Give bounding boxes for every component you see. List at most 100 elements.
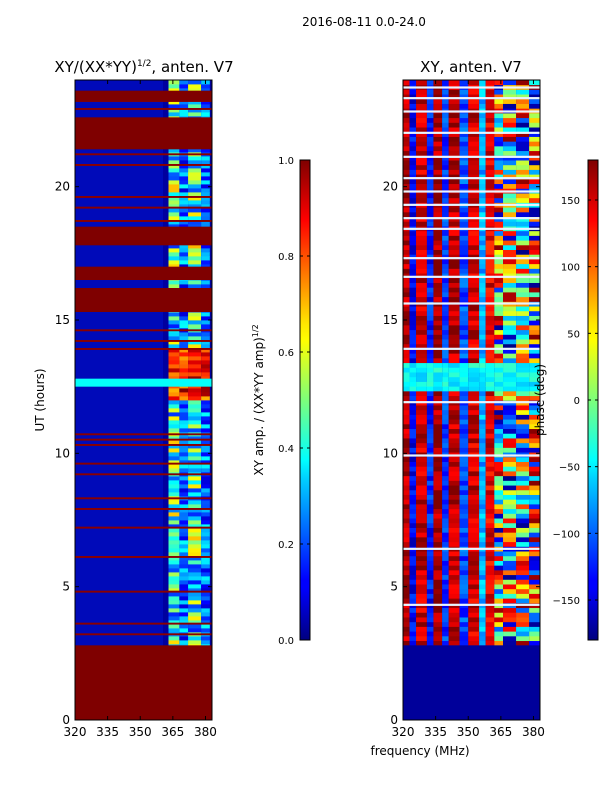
right-heatmap-cell (529, 607, 540, 613)
left-heatmap-cell (179, 172, 189, 177)
right-heatmap-cell (516, 244, 530, 250)
right-heatmap-cell (516, 221, 530, 227)
right-heatmap-cell (442, 348, 449, 354)
right-heatmap-cell (426, 612, 434, 618)
left-title-base: XY/(XX*YY) (54, 58, 137, 76)
right-heatmap-cell (529, 263, 540, 269)
left-flag-line (75, 340, 212, 342)
right-heatmap-cell (409, 94, 417, 100)
right-heatmap-cell (426, 174, 434, 180)
right-heatmap-cell (468, 508, 480, 514)
left-heatmap-cell (168, 544, 180, 549)
right-heatmap-cell (448, 98, 460, 104)
left-heatmap-cell (168, 356, 180, 361)
right-heatmap-cell (494, 324, 504, 331)
right-heatmap-cell (442, 480, 449, 486)
right-heatmap-cell (409, 334, 417, 340)
right-heatmap-cell (448, 353, 460, 359)
left-heatmap-cell (188, 576, 202, 581)
right-heatmap-cell (494, 560, 504, 566)
left-heatmap-cell (201, 484, 210, 489)
right-heatmap-cell (403, 211, 410, 218)
right-heatmap-cell (503, 306, 517, 312)
right-heatmap-cell (516, 409, 530, 415)
right-heatmap-cell (442, 584, 449, 590)
right-heatmap-cell (448, 579, 460, 585)
right-heatmap-cell (459, 532, 469, 538)
right-heatmap-cell (403, 522, 410, 528)
right-heatmap-cell (403, 381, 410, 387)
right-heatmap-cell (416, 122, 427, 128)
right-heatmap-cell (459, 433, 469, 439)
right-heatmap-cell (468, 456, 480, 462)
left-heatmap-cell (168, 620, 180, 625)
right-heatmap-cell (503, 574, 517, 580)
left-heatmap-cell (179, 612, 189, 617)
right-heatmap-cell (416, 475, 427, 481)
right-heatmap-cell (448, 513, 460, 519)
right-heatmap-cell (529, 598, 540, 604)
right-bright-row (403, 347, 540, 350)
left-heatmap-cell (201, 564, 210, 569)
right-heatmap-cell (468, 395, 480, 401)
right-heatmap-cell (529, 504, 540, 510)
right-heatmap-cell (416, 306, 427, 312)
left-heatmap-cell (188, 248, 202, 253)
left-heatmap-cell (179, 532, 189, 537)
left-heatmap-cell (188, 88, 202, 93)
right-heatmap-cell (403, 386, 410, 392)
right-heatmap-cell (479, 409, 486, 415)
right-heatmap-cell (494, 499, 504, 505)
right-heatmap-cell (494, 574, 504, 580)
right-heatmap-cell (516, 122, 530, 128)
right-heatmap-cell (479, 612, 486, 618)
right-heatmap-cell (459, 136, 469, 142)
right-heatmap-cell (485, 160, 495, 166)
right-heatmap-cell (479, 259, 486, 265)
left-heatmap-cell (201, 112, 210, 117)
right-heatmap-cell (503, 94, 517, 100)
right-heatmap-cell (448, 127, 460, 133)
right-heatmap-cell (459, 640, 469, 646)
right-heatmap-cell (448, 518, 460, 524)
left-heatmap-cell (201, 184, 210, 189)
right-heatmap-cell (516, 381, 530, 387)
right-heatmap-cell (442, 551, 449, 557)
right-heatmap-cell (516, 405, 530, 411)
right-heatmap-cell (494, 150, 504, 156)
left-heatmap-cell (179, 284, 189, 289)
left-heatmap-cell (188, 572, 202, 577)
right-heatmap-cell (503, 339, 517, 345)
right-heatmap-cell (479, 80, 486, 86)
right-heatmap-cell (494, 381, 504, 387)
right-heatmap-cell (426, 372, 434, 378)
left-heatmap-cell (201, 344, 210, 349)
right-heatmap-cell (416, 230, 427, 236)
left-heatmap-cell (201, 316, 210, 321)
right-heatmap-cell (516, 249, 530, 255)
right-heatmap-cell (416, 532, 427, 538)
right-heatmap-cell (409, 560, 417, 566)
right-heatmap-cell (416, 164, 427, 170)
right-heatmap-cell (485, 235, 495, 241)
right-heatmap-cell (448, 612, 460, 618)
right-heatmap-cell (416, 221, 427, 227)
left-heatmap-cell (179, 488, 189, 493)
right-heatmap-cell (433, 254, 443, 260)
left-heatmap-cell (201, 372, 210, 377)
right-heatmap-cell (459, 607, 469, 613)
right-heatmap-cell (403, 249, 410, 255)
left-heatmap-cell (201, 360, 210, 365)
left-heatmap-cell (188, 428, 202, 433)
left-ytick-label: 20 (55, 180, 70, 194)
right-heatmap-cell (503, 621, 517, 627)
right-heatmap-cell (409, 536, 417, 543)
right-heatmap-cell (494, 541, 504, 547)
right-heatmap-cell (416, 499, 427, 505)
right-heatmap-cell (494, 527, 504, 533)
left-heatmap-cell (201, 356, 210, 361)
right-heatmap-cell (448, 235, 460, 241)
right-heatmap-cell (485, 80, 495, 86)
left-heatmap-cell (168, 524, 180, 529)
right-heatmap-cell (459, 273, 469, 279)
